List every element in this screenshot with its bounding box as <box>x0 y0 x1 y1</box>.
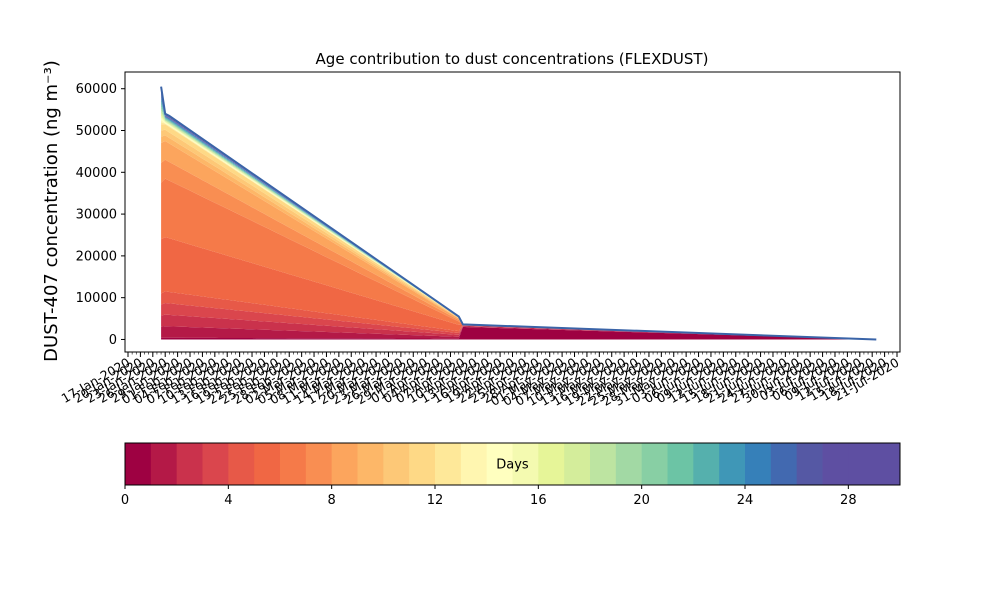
colorbar-tick-label: 12 <box>427 493 444 508</box>
chart-title: Age contribution to dust concentrations … <box>316 50 709 68</box>
y-tick-label: 0 <box>109 333 117 348</box>
colorbar-segment <box>512 443 539 485</box>
colorbar-segment <box>745 443 772 485</box>
colorbar-segment <box>564 443 591 485</box>
age-bands <box>161 86 877 340</box>
colorbar-segment <box>383 443 410 485</box>
x-axis: 17-Jan-202020-Jan-202023-Jan-202026-Jan-… <box>59 352 902 409</box>
colorbar-frame <box>124 442 901 486</box>
age-band-day-7 <box>161 178 877 340</box>
y-tick-label: 20000 <box>76 249 117 264</box>
colorbar-segment <box>460 443 488 485</box>
colorbar-segment <box>770 443 798 485</box>
colorbar-segment <box>176 443 203 485</box>
y-tick-label: 40000 <box>76 166 117 181</box>
colorbar-segment <box>150 443 178 485</box>
colorbar-segment <box>202 443 229 485</box>
colorbar-segment <box>796 443 823 485</box>
colorbar-segment <box>538 443 565 485</box>
colorbar-segment <box>822 443 849 485</box>
colorbar-segment <box>331 443 358 485</box>
colorbar-segment <box>615 443 643 485</box>
colorbar-segment <box>590 443 617 485</box>
colorbar-segment <box>874 443 901 485</box>
colorbar-tick-label: 8 <box>328 493 336 508</box>
age-band-day-5 <box>161 291 877 340</box>
y-axis: 0 10000 20000 30000 40000 50000 60000 <box>76 82 125 348</box>
colorbar-tick-label: 20 <box>633 493 650 508</box>
colorbar: Days 0 4 8 12 16 20 24 28 <box>121 442 901 508</box>
total-concentration-line <box>160 86 877 341</box>
colorbar-segment <box>719 443 746 485</box>
age-band-day-1 <box>161 326 877 340</box>
y-tick-label: 60000 <box>76 82 117 97</box>
age-band-day-3 <box>161 314 877 340</box>
colorbar-tick-label: 0 <box>121 493 129 508</box>
colorbar-tick-label: 4 <box>224 493 232 508</box>
colorbar-segment <box>228 443 255 485</box>
y-tick-label: 30000 <box>76 208 117 223</box>
colorbar-segment <box>693 443 720 485</box>
colorbar-segment <box>254 443 281 485</box>
colorbar-segment <box>409 443 436 485</box>
colorbar-tick-label: 16 <box>530 493 547 508</box>
y-tick-label: 10000 <box>76 291 117 306</box>
colorbar-segment <box>280 443 307 485</box>
colorbar-segment <box>435 443 462 485</box>
age-band-day-4 <box>161 303 877 340</box>
colorbar-segment <box>357 443 384 485</box>
plot-area <box>124 71 901 353</box>
colorbar-segment <box>125 443 152 485</box>
age-band-day-6 <box>161 237 877 340</box>
colorbar-segment <box>641 443 668 485</box>
colorbar-segment <box>305 443 333 485</box>
colorbar-label: Days <box>496 458 529 473</box>
colorbar-tick-label: 28 <box>840 493 857 508</box>
colorbar-tick-label: 24 <box>737 493 754 508</box>
y-tick-label: 50000 <box>76 124 117 139</box>
y-axis-label: DUST-407 concentration (ng m⁻³) <box>41 60 62 362</box>
colorbar-segment <box>486 443 513 485</box>
colorbar-segment <box>848 443 875 485</box>
age-band-day-2 <box>161 326 877 340</box>
colorbar-segment <box>667 443 694 485</box>
